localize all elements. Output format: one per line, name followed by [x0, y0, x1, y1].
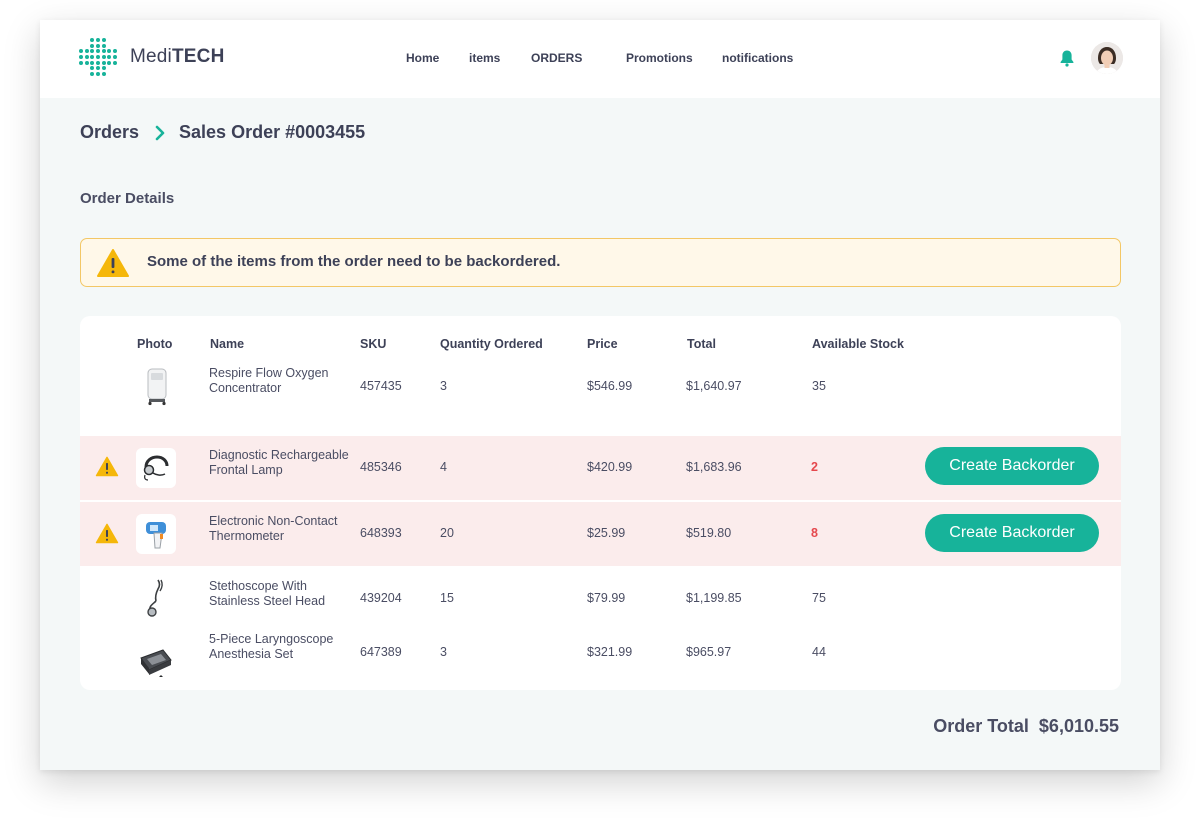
logo-suffix: TECH: [171, 46, 225, 67]
nav-home[interactable]: Home: [406, 51, 440, 65]
header-quantity: Quantity Ordered: [440, 337, 543, 351]
logo-prefix: Medi: [130, 46, 172, 67]
product-sku: 485346: [360, 460, 402, 474]
logo-wordmark: MediTECH: [130, 46, 225, 68]
bell-icon[interactable]: [1059, 49, 1075, 67]
header-sku: SKU: [360, 337, 387, 351]
breadcrumb-orders-link[interactable]: Orders: [80, 122, 140, 142]
app-window: MediTECH Home items ORDERS Promotions no…: [40, 20, 1160, 770]
warning-icon: [95, 456, 119, 477]
order-total-label: Order Total: [933, 716, 1029, 736]
quantity-ordered: 15: [440, 591, 454, 605]
table-row: Stethoscope With Stainless Steel Head 43…: [80, 566, 1121, 630]
header-price: Price: [587, 337, 618, 351]
product-name[interactable]: Diagnostic Rechargeable Frontal Lamp: [209, 448, 349, 477]
header-name: Name: [210, 337, 245, 351]
chevron-right-icon: [155, 125, 165, 141]
table-row-backorder: Diagnostic Rechargeable Frontal Lamp 485…: [80, 436, 1121, 500]
table-row: 5-Piece Laryngoscope Anesthesia Set 6473…: [80, 630, 1121, 690]
laryngoscope-set-photo: [136, 642, 176, 682]
logo-dots-icon: [79, 38, 117, 76]
available-stock: 35: [812, 379, 826, 393]
warning-icon: [97, 249, 129, 277]
line-total: $965.97: [686, 645, 732, 659]
frontal-lamp-photo: [136, 448, 176, 488]
unit-price: $420.99: [587, 460, 633, 474]
create-backorder-button[interactable]: Create Backorder: [925, 447, 1099, 485]
unit-price: $321.99: [587, 645, 633, 659]
order-total: Order Total $6,010.55: [933, 716, 1119, 737]
quantity-ordered: 20: [440, 526, 454, 540]
nav-items[interactable]: items: [469, 51, 501, 65]
line-total: $1,683.96: [686, 460, 742, 474]
breadcrumb-current: Sales Order #0003455: [179, 122, 366, 142]
header-total: Total: [687, 337, 716, 351]
nav-promotions[interactable]: Promotions: [626, 51, 693, 65]
product-sku: 647389: [360, 645, 402, 659]
product-sku: 457435: [360, 379, 402, 393]
product-name[interactable]: Electronic Non-Contact Thermometer: [209, 514, 338, 543]
quantity-ordered: 3: [440, 379, 447, 393]
warning-icon: [95, 523, 119, 544]
quantity-ordered: 4: [440, 460, 447, 474]
top-navigation-bar: MediTECH Home items ORDERS Promotions no…: [40, 20, 1160, 98]
user-avatar[interactable]: [1091, 42, 1123, 74]
product-name[interactable]: 5-Piece Laryngoscope Anesthesia Set: [209, 632, 334, 661]
nav-orders[interactable]: ORDERS: [531, 51, 583, 65]
oxygen-concentrator-photo: [136, 366, 176, 406]
backorder-alert: Some of the items from the order need to…: [80, 238, 1121, 287]
available-stock-low: 2: [811, 460, 818, 474]
order-total-value: $6,010.55: [1038, 716, 1119, 736]
breadcrumb: Orders Sales Order #0003455: [80, 122, 365, 143]
create-backorder-button[interactable]: Create Backorder: [925, 514, 1099, 552]
unit-price: $546.99: [587, 379, 633, 393]
line-total: $1,199.85: [686, 591, 742, 605]
product-sku: 648393: [360, 526, 402, 540]
line-total: $519.80: [686, 526, 732, 540]
quantity-ordered: 3: [440, 645, 447, 659]
nav-notifications[interactable]: notifications: [722, 51, 794, 65]
available-stock-low: 8: [811, 526, 818, 540]
order-items-table: Photo Name SKU Quantity Ordered Price To…: [80, 316, 1121, 690]
table-row-backorder: Electronic Non-Contact Thermometer 64839…: [80, 502, 1121, 566]
stethoscope-photo: [136, 578, 176, 618]
unit-price: $79.99: [587, 591, 626, 605]
alert-message: Some of the items from the order need to…: [147, 253, 561, 270]
section-title: Order Details: [80, 190, 175, 207]
table-row: Respire Flow Oxygen Concentrator 457435 …: [80, 362, 1121, 414]
header-photo: Photo: [137, 337, 173, 351]
product-name[interactable]: Stethoscope With Stainless Steel Head: [209, 579, 326, 608]
meditech-logo[interactable]: MediTECH: [78, 37, 225, 77]
product-sku: 439204: [360, 591, 402, 605]
available-stock: 44: [812, 645, 826, 659]
thermometer-photo: [136, 514, 176, 554]
unit-price: $25.99: [587, 526, 626, 540]
header-available-stock: Available Stock: [812, 337, 904, 351]
available-stock: 75: [812, 591, 826, 605]
avatar-portrait: [1091, 42, 1123, 74]
line-total: $1,640.97: [686, 379, 742, 393]
product-name[interactable]: Respire Flow Oxygen Concentrator: [209, 366, 329, 395]
